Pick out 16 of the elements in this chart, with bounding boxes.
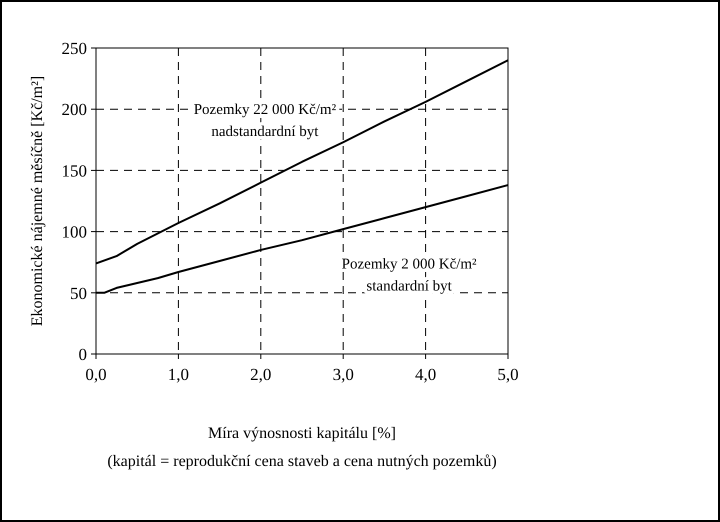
x-tick-label: 4,0 xyxy=(414,365,436,384)
y-tick-label: 100 xyxy=(62,222,87,242)
x-tick-label: 5,0 xyxy=(497,365,519,384)
series-label: Pozemky 2 000 Kč/m² standardní byt xyxy=(342,256,478,294)
y-tick-label: 150 xyxy=(62,161,87,180)
x-tick-label: 1,0 xyxy=(168,365,190,384)
x-tick-label: 2,0 xyxy=(250,365,272,384)
y-axis-title: Ekonomické nájemné měsíčně [Kč/m²] xyxy=(29,76,46,326)
text: (kapitál = reprodukční cena staveb a cena nutných pozemků) xyxy=(107,453,497,470)
y-tick-label: 0 xyxy=(78,345,87,364)
y-tick-label: 50 xyxy=(70,284,87,303)
y-tick-label: 200 xyxy=(62,100,87,120)
x-axis-title: Míra výnosnosti kapitálu [%] xyxy=(208,425,396,442)
x-tick-label: 0,0 xyxy=(85,365,107,384)
x-tick-label: 3,0 xyxy=(332,365,354,384)
y-tick-label: 250 xyxy=(62,39,87,58)
